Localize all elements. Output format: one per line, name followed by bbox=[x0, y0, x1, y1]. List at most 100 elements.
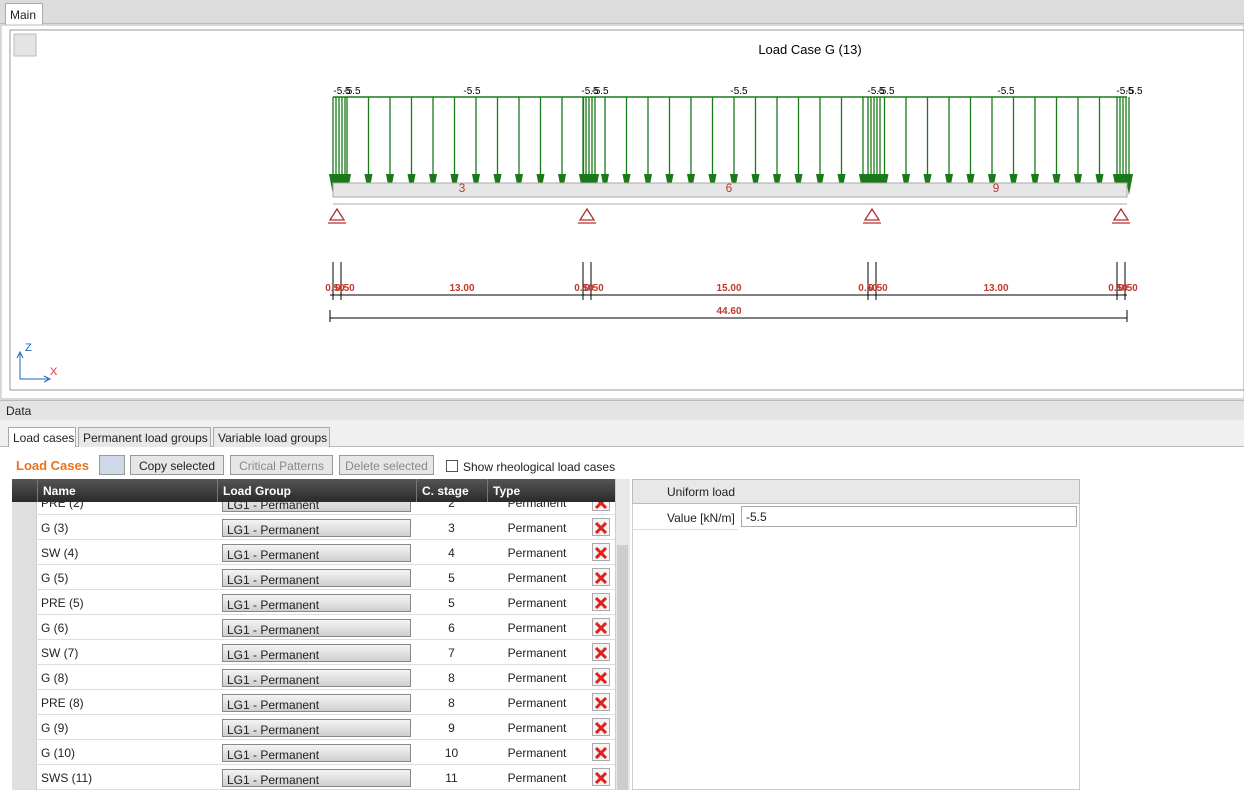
group-dropdown[interactable]: LG1 - Permanent bbox=[222, 769, 411, 787]
delete-button[interactable] bbox=[592, 518, 610, 536]
dim-label: 0.50 bbox=[335, 283, 355, 294]
table-row[interactable]: SW (7) LG1 - Permanent 7 Permanent bbox=[12, 640, 615, 665]
prop-group: Uniform load bbox=[632, 479, 1080, 504]
table-row[interactable]: G (8) LG1 - Permanent 8 Permanent bbox=[12, 665, 615, 690]
load-label: -5.5 bbox=[1116, 86, 1134, 97]
main-tab[interactable]: Main bbox=[5, 3, 43, 25]
group-dropdown[interactable]: LG1 - Permanent bbox=[222, 744, 411, 762]
type: Permanent bbox=[507, 502, 567, 510]
checkbox[interactable] bbox=[446, 460, 458, 472]
type: Permanent bbox=[507, 746, 567, 760]
table-row[interactable]: PRE (8) LG1 - Permanent 8 Permanent bbox=[12, 690, 615, 715]
table-row[interactable]: G (5) LG1 - Permanent 5 Permanent bbox=[12, 565, 615, 590]
axis-x: X bbox=[50, 366, 58, 378]
load-label: -5.5 bbox=[343, 86, 361, 97]
case-name: G (5) bbox=[41, 571, 69, 585]
group-dropdown[interactable]: LG1 - Permanent bbox=[222, 544, 411, 562]
table-row[interactable]: G (3) LG1 - Permanent 3 Permanent bbox=[12, 515, 615, 540]
load-label: -5.5 bbox=[997, 86, 1015, 97]
delete-button[interactable] bbox=[592, 568, 610, 586]
delete-button[interactable] bbox=[592, 768, 610, 786]
row-selector bbox=[12, 740, 37, 764]
type: Permanent bbox=[507, 596, 567, 610]
table-row[interactable]: G (10) LG1 - Permanent 10 Permanent bbox=[12, 740, 615, 765]
beam bbox=[332, 182, 1128, 198]
dim-label: 13.00 bbox=[449, 283, 474, 294]
case-name: G (10) bbox=[41, 746, 76, 760]
load-label: -5.5 bbox=[463, 86, 481, 97]
stage: 10 bbox=[444, 746, 459, 760]
type: Permanent bbox=[507, 721, 567, 735]
load-label: -5.5 bbox=[877, 86, 895, 97]
stage: 5 bbox=[448, 571, 455, 585]
stage: 2 bbox=[448, 502, 455, 510]
total-length: 44.60 bbox=[716, 306, 741, 317]
delete-button[interactable] bbox=[592, 693, 610, 711]
support bbox=[863, 207, 881, 224]
delete-button[interactable] bbox=[592, 593, 610, 611]
scroll-thumb[interactable] bbox=[617, 545, 628, 790]
dim-label: 0.50 bbox=[325, 283, 345, 294]
group-dropdown[interactable]: LG1 - Permanent bbox=[222, 644, 411, 662]
delete-button[interactable] bbox=[592, 743, 610, 761]
type: Permanent bbox=[507, 621, 567, 635]
table-row[interactable]: G (6) LG1 - Permanent 6 Permanent bbox=[12, 615, 615, 640]
prop-value[interactable]: -5.5 bbox=[741, 506, 1077, 527]
type: Permanent bbox=[507, 671, 567, 685]
prop-label: Value [kN/m] bbox=[632, 505, 738, 530]
group-dropdown[interactable]: LG1 - Permanent bbox=[222, 619, 411, 637]
data-tab[interactable]: Load cases bbox=[8, 427, 76, 447]
table-row[interactable]: PRE (2) LG1 - Permanent 2 Permanent bbox=[12, 502, 615, 515]
stage: 5 bbox=[448, 596, 455, 610]
delete-button[interactable] bbox=[592, 502, 610, 511]
data-tab[interactable]: Variable load groups bbox=[213, 427, 330, 447]
case-name: PRE (2) bbox=[41, 502, 84, 510]
delete-button[interactable] bbox=[592, 668, 610, 686]
group-dropdown[interactable]: LG1 - Permanent bbox=[222, 594, 411, 612]
load-label: -5.5 bbox=[867, 86, 885, 97]
toolbar-button[interactable]: Delete selected bbox=[339, 455, 434, 475]
group-dropdown[interactable]: LG1 - Permanent bbox=[222, 694, 411, 712]
dim-label: 0.50 bbox=[1118, 283, 1138, 294]
case-name: PRE (8) bbox=[41, 696, 84, 710]
support bbox=[578, 207, 596, 224]
add-button[interactable] bbox=[99, 455, 125, 475]
toolbar-button[interactable]: Critical Patterns bbox=[230, 455, 333, 475]
row-selector bbox=[12, 615, 37, 639]
stage: 11 bbox=[445, 771, 458, 785]
row-selector bbox=[12, 515, 37, 539]
load-label: -5.5 bbox=[581, 86, 599, 97]
load-label: -5.5 bbox=[1125, 86, 1143, 97]
column-header[interactable]: Type bbox=[487, 479, 587, 502]
dim-label: 15.00 bbox=[716, 283, 741, 294]
table-row[interactable]: PRE (5) LG1 - Permanent 5 Permanent bbox=[12, 590, 615, 615]
table-row[interactable]: G (9) LG1 - Permanent 9 Permanent bbox=[12, 715, 615, 740]
support bbox=[328, 207, 346, 224]
group-dropdown[interactable]: LG1 - Permanent bbox=[222, 719, 411, 737]
table-header-bg bbox=[12, 479, 615, 502]
column-header[interactable]: C. stage bbox=[416, 479, 487, 502]
group-dropdown[interactable]: LG1 - Permanent bbox=[222, 502, 411, 512]
table-row[interactable]: SWS (11) LG1 - Permanent 11 Permanent bbox=[12, 765, 615, 790]
column-header[interactable]: Name bbox=[37, 479, 217, 502]
type: Permanent bbox=[507, 521, 567, 535]
stage: 9 bbox=[448, 721, 455, 735]
delete-button[interactable] bbox=[592, 718, 610, 736]
delete-button[interactable] bbox=[592, 543, 610, 561]
row-selector bbox=[12, 665, 37, 689]
group-dropdown[interactable]: LG1 - Permanent bbox=[222, 569, 411, 587]
fit-button[interactable] bbox=[13, 33, 37, 57]
data-tab[interactable]: Permanent load groups bbox=[78, 427, 211, 447]
group-dropdown[interactable]: LG1 - Permanent bbox=[222, 519, 411, 537]
column-header[interactable]: Load Group bbox=[217, 479, 416, 502]
stage: 7 bbox=[448, 646, 455, 660]
table-body: PRE (2) LG1 - Permanent 2 Permanent G (3) LG1… bbox=[12, 502, 615, 790]
group-dropdown[interactable]: LG1 - Permanent bbox=[222, 669, 411, 687]
delete-button[interactable] bbox=[592, 618, 610, 636]
dim-label: 13.00 bbox=[983, 283, 1008, 294]
delete-button[interactable] bbox=[592, 643, 610, 661]
case-name: G (9) bbox=[41, 721, 69, 735]
table-row[interactable]: SW (4) LG1 - Permanent 4 Permanent bbox=[12, 540, 615, 565]
toolbar-button[interactable]: Copy selected bbox=[130, 455, 224, 475]
stage: 6 bbox=[448, 621, 455, 635]
